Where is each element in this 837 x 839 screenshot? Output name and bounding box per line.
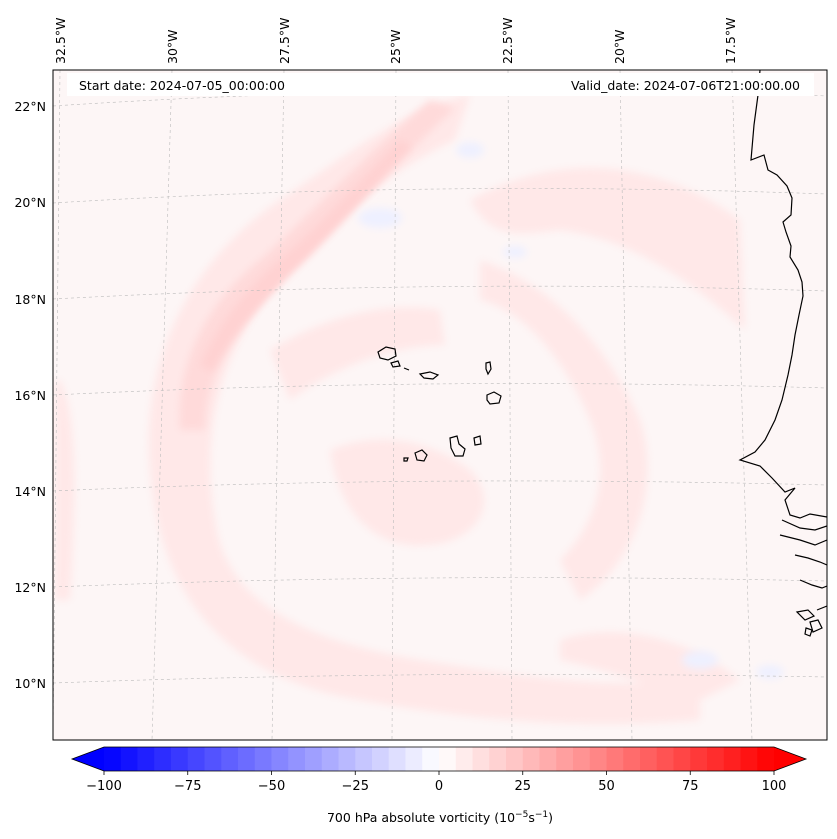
lon-label: 30°W	[165, 29, 180, 64]
island-sao-vicente	[390, 360, 401, 368]
colorbar-segment	[539, 747, 557, 771]
colorbar-segment	[422, 747, 440, 771]
weak-negative-patches	[358, 142, 784, 679]
colorbar-segment	[455, 747, 474, 771]
colorbar-segment	[154, 747, 172, 771]
colorbar-segment	[573, 747, 591, 771]
west-african-coastline	[738, 70, 827, 637]
colorbar-label-mid: s	[528, 810, 535, 825]
colorbar-segment	[104, 747, 122, 771]
colorbar-segment	[623, 747, 641, 771]
colorbar-segment	[489, 747, 507, 771]
colorbar-segments	[104, 747, 775, 771]
island-santiago	[449, 435, 466, 457]
island-santo-antao	[377, 346, 397, 361]
colorbar-segment	[556, 747, 574, 771]
colorbar-segment	[305, 747, 323, 771]
lon-label: 27.5°W	[277, 18, 292, 64]
colorbar-segment	[171, 747, 189, 771]
colorbar-segment	[757, 747, 775, 771]
lat-label: 16°N	[14, 388, 46, 403]
colorbar-tick-label: 50	[598, 779, 615, 794]
colorbar-tick-label: −50	[258, 779, 285, 794]
colorbar-segment	[673, 747, 691, 771]
graticule	[53, 70, 827, 740]
colorbar-segment	[271, 747, 289, 771]
info-strip	[67, 73, 814, 96]
island-boa-vista	[486, 391, 502, 405]
colorbar-segment	[338, 747, 356, 771]
colorbar-segment	[137, 747, 155, 771]
lat-label: 20°N	[14, 195, 46, 210]
longitude-labels: 32.5°W 30°W 27.5°W 25°W 22.5°W 20°W 17.5…	[53, 18, 738, 64]
start-date-label: Start date: 2024-07-05_00:00:00	[79, 78, 285, 93]
colorbar-tick-label: 0	[435, 779, 443, 794]
island-santa-luzia	[403, 367, 410, 371]
island-maio	[473, 435, 482, 446]
colorbar-extend-low	[72, 747, 104, 771]
colorbar-tick-label: −25	[342, 779, 369, 794]
colorbar-segment	[388, 747, 407, 771]
island-fogo	[414, 449, 428, 462]
colorbar-extend-high	[774, 747, 806, 771]
colorbar-ticks: −100 −75 −50 −25 0 25 50 75 100	[86, 771, 786, 794]
island-brava	[403, 457, 409, 462]
colorbar-segment	[321, 747, 340, 771]
colorbar-segment	[740, 747, 758, 771]
colorbar-segment	[656, 747, 675, 771]
colorbar-segment	[522, 747, 541, 771]
colorbar-segment	[221, 747, 239, 771]
vorticity-band	[179, 100, 455, 430]
colorbar-label-suffix: )	[548, 810, 553, 825]
map-panel: Start date: 2024-07-05_00:00:00 Valid_da…	[52, 69, 828, 741]
lat-label: 22°N	[14, 99, 46, 114]
colorbar-label-prefix: 700 hPa absolute vorticity (10	[327, 810, 515, 825]
colorbar: −100 −75 −50 −25 0 25 50 75 100 700 hPa absolute…	[70, 746, 808, 825]
colorbar-tick-label: 75	[682, 779, 699, 794]
valid-date-label: Valid_date: 2024-07-06T21:00:00.00	[571, 78, 800, 93]
colorbar-label-exp2: −1	[535, 810, 548, 820]
colorbar-segment	[589, 747, 608, 771]
colorbar-tick-label: 100	[762, 779, 787, 794]
island-sal	[485, 361, 492, 376]
vorticity-band-core	[200, 140, 412, 372]
colorbar-segment	[254, 747, 273, 771]
lat-label: 14°N	[14, 484, 46, 499]
vorticity-field	[53, 70, 827, 740]
island-sao-nicolau	[418, 371, 440, 380]
colorbar-segment	[238, 747, 256, 771]
colorbar-segment	[288, 747, 306, 771]
map-frame	[52, 69, 828, 741]
cape-verde-islands	[377, 346, 502, 462]
colorbar-segment	[372, 747, 390, 771]
colorbar-tick-label: 25	[514, 779, 531, 794]
colorbar-segment	[606, 747, 624, 771]
colorbar-tick-label: −100	[86, 779, 122, 794]
lon-label: 25°W	[388, 29, 403, 64]
lon-label: 22.5°W	[500, 18, 515, 64]
colorbar-label: 700 hPa absolute vorticity (10−5s−1)	[327, 810, 553, 825]
lat-label: 12°N	[14, 580, 46, 595]
colorbar-segment	[472, 747, 490, 771]
lon-label: 32.5°W	[53, 18, 68, 64]
colorbar-segment	[640, 747, 658, 771]
colorbar-segment	[204, 747, 222, 771]
lon-label: 17.5°W	[723, 18, 738, 64]
colorbar-segment	[707, 747, 725, 771]
lat-label: 18°N	[14, 292, 46, 307]
colorbar-segment	[506, 747, 524, 771]
colorbar-label-exp1: −5	[515, 810, 528, 820]
colorbar-segment	[120, 747, 139, 771]
latitude-labels: 22°N 20°N 18°N 16°N 14°N 12°N 10°N	[14, 99, 46, 691]
colorbar-segment	[405, 747, 423, 771]
colorbar-segment	[439, 747, 457, 771]
colorbar-tick-label: −75	[174, 779, 201, 794]
colorbar-segment	[723, 747, 742, 771]
lon-label: 20°W	[612, 29, 627, 64]
colorbar-segment	[690, 747, 708, 771]
colorbar-segment	[187, 747, 206, 771]
colorbar-segment	[355, 747, 373, 771]
lat-label: 10°N	[14, 676, 46, 691]
